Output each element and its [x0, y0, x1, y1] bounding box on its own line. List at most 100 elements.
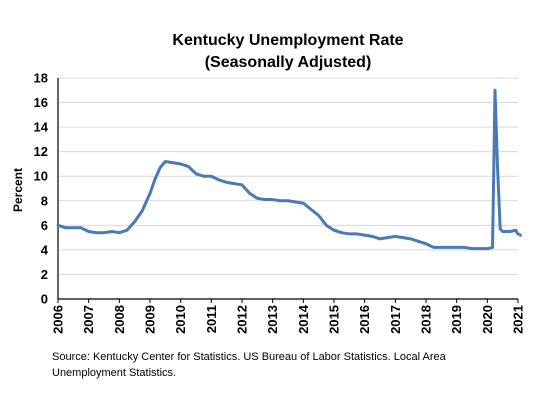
y-tick-labels: 0 2 4 6 8 10 12 14 16 18 — [34, 71, 49, 307]
x-tick-label: 2013 — [265, 305, 280, 334]
data-point — [448, 246, 451, 249]
x-tick-labels: 2006 2007 2008 2009 2010 2011 2012 2013 2014 2015… — [51, 304, 526, 334]
data-point — [133, 220, 136, 223]
chart-title: Kentucky Unemployment Rate — [172, 32, 403, 49]
data-point — [455, 246, 458, 249]
data-point — [386, 236, 389, 239]
data-point — [379, 237, 382, 240]
data-point — [478, 247, 481, 250]
data-point — [218, 179, 221, 182]
data-point — [95, 231, 98, 234]
series-line-0 — [56, 88, 522, 251]
data-point — [333, 229, 336, 232]
data-point — [294, 201, 297, 204]
data-point — [409, 237, 412, 240]
data-point — [356, 233, 359, 236]
data-point — [394, 235, 397, 238]
y-tick-label: 4 — [41, 242, 49, 257]
x-tick-label: 2006 — [51, 305, 66, 334]
y-tick-label: 14 — [34, 120, 49, 135]
data-point — [363, 234, 366, 237]
y-tick-label: 6 — [41, 218, 48, 233]
y-tick-label: 18 — [34, 71, 48, 86]
data-point — [317, 214, 320, 217]
data-point — [225, 181, 228, 184]
source-note: Source: Kentucky Center for Statistics. … — [52, 351, 446, 379]
y-tick-label: 8 — [41, 193, 48, 208]
data-point — [179, 163, 182, 166]
data-point — [499, 228, 502, 231]
data-point — [126, 229, 129, 232]
data-point — [425, 242, 428, 245]
data-point — [486, 247, 489, 250]
x-tick-label: 2010 — [173, 305, 188, 334]
data-point — [141, 209, 144, 212]
data-point — [519, 234, 522, 237]
data-point — [64, 226, 67, 229]
data-point — [164, 160, 167, 163]
data-point — [187, 165, 190, 168]
x-tick-label: 2018 — [419, 305, 434, 334]
data-point — [154, 177, 157, 180]
x-tick-label: 2014 — [296, 304, 311, 334]
data-point — [509, 230, 512, 233]
axes — [57, 78, 519, 303]
y-tick-label: 0 — [41, 292, 48, 307]
data-point — [348, 233, 351, 236]
x-tick-label: 2009 — [143, 305, 158, 334]
data-point — [310, 208, 313, 211]
x-tick-label: 2020 — [480, 305, 495, 334]
data-point — [110, 230, 113, 233]
data-point — [202, 175, 205, 178]
x-tick-label: 2016 — [357, 305, 372, 334]
data-point — [287, 199, 290, 202]
data-point — [159, 166, 162, 169]
data-point — [210, 175, 213, 178]
data-point — [440, 246, 443, 249]
x-tick-label: 2007 — [81, 305, 96, 334]
data-point — [491, 246, 494, 249]
data-point — [264, 198, 267, 201]
data-point — [80, 226, 83, 229]
data-point — [496, 164, 499, 167]
x-tick-label: 2011 — [204, 305, 219, 333]
x-tick-label: 2017 — [388, 305, 403, 334]
data-point — [233, 182, 236, 185]
data-point — [72, 226, 75, 229]
data-point — [302, 202, 305, 205]
data-point — [118, 231, 121, 234]
x-tick-label: 2021 — [511, 305, 526, 334]
data-point — [494, 89, 497, 92]
data-point — [340, 231, 343, 234]
y-tick-label: 16 — [34, 95, 48, 110]
data-point — [172, 161, 175, 164]
data-point — [471, 247, 474, 250]
x-tick-label: 2015 — [327, 305, 342, 334]
data-point — [271, 198, 274, 201]
data-point — [149, 192, 152, 195]
data-point — [501, 230, 504, 233]
x-tick-label: 2012 — [235, 305, 250, 334]
data-point — [514, 229, 517, 232]
gridlines — [58, 77, 518, 275]
data-point — [517, 233, 520, 236]
data-point — [241, 183, 244, 186]
data-point — [195, 172, 198, 175]
data-point — [248, 192, 251, 195]
series-layer — [56, 88, 522, 251]
data-point — [402, 236, 405, 239]
data-point — [432, 246, 435, 249]
data-point — [103, 231, 106, 234]
data-point — [256, 197, 259, 200]
data-point — [279, 199, 282, 202]
data-point — [325, 224, 328, 227]
x-tick-label: 2008 — [112, 305, 127, 334]
chart-subtitle: (Seasonally Adjusted) — [205, 54, 372, 71]
data-point — [57, 224, 60, 227]
y-axis-title: Percent — [11, 168, 25, 212]
y-tick-label: 10 — [34, 169, 48, 184]
data-point — [463, 246, 466, 249]
data-point — [417, 240, 420, 243]
